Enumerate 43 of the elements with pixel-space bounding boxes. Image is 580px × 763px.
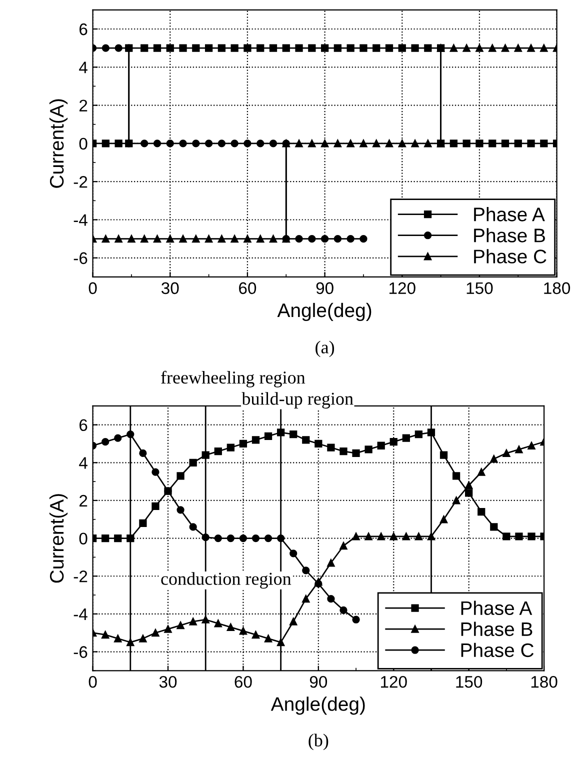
x-axis-title: Angle(deg) — [277, 302, 372, 322]
y-tick-label: -4 — [74, 608, 88, 620]
annotation: conduction region — [161, 572, 292, 589]
y-tick-label: 4 — [79, 457, 88, 469]
x-tick-label: 90 — [310, 676, 328, 688]
text: (b) — [308, 734, 328, 750]
y-tick-label: 0 — [79, 138, 88, 150]
legend-label: Phase B — [461, 622, 532, 636]
x-axis-title: Angle(deg) — [270, 696, 365, 715]
legend-label: Phase A — [461, 600, 532, 616]
legend-label: Phase C — [461, 642, 534, 658]
legend-label: Phase B — [474, 228, 545, 242]
x-tick-label: 180 — [544, 282, 570, 294]
legend-label: Phase A — [474, 207, 545, 222]
y-tick-label: 0 — [79, 532, 88, 544]
y-tick-label: 4 — [79, 62, 88, 74]
x-tick-label: 90 — [316, 282, 334, 294]
y-axis-title: Current(A) — [49, 99, 68, 188]
y-tick-label: -6 — [74, 252, 88, 264]
y-tick-label: 2 — [80, 494, 88, 507]
x-tick-label: 120 — [390, 282, 416, 294]
x-tick-label: 120 — [380, 676, 407, 688]
y-tick-label: -2 — [74, 176, 88, 188]
text: freewheeling region — [161, 370, 306, 388]
x-tick-label: 0 — [88, 282, 97, 294]
y-tick-label: -6 — [74, 646, 88, 658]
y-tick-label: 6 — [80, 23, 88, 36]
x-tick-label: 180 — [531, 676, 558, 688]
y-tick-label: 6 — [80, 419, 88, 432]
text: (a) — [316, 340, 334, 358]
y-tick-label: 2 — [80, 100, 88, 112]
x-tick-label: 150 — [466, 282, 493, 294]
legend-label: Phase C — [474, 249, 546, 264]
annotation: build-up region — [242, 392, 354, 409]
x-tick-label: 0 — [88, 676, 97, 688]
y-axis-title: Current(A) — [49, 494, 68, 583]
x-tick-label: 30 — [159, 676, 177, 688]
y-tick-label: -2 — [74, 570, 88, 582]
x-tick-label: 30 — [162, 282, 179, 294]
x-tick-label: 60 — [234, 676, 252, 688]
x-tick-label: 60 — [239, 282, 256, 294]
x-tick-label: 150 — [456, 676, 482, 688]
y-tick-label: -4 — [74, 214, 88, 226]
